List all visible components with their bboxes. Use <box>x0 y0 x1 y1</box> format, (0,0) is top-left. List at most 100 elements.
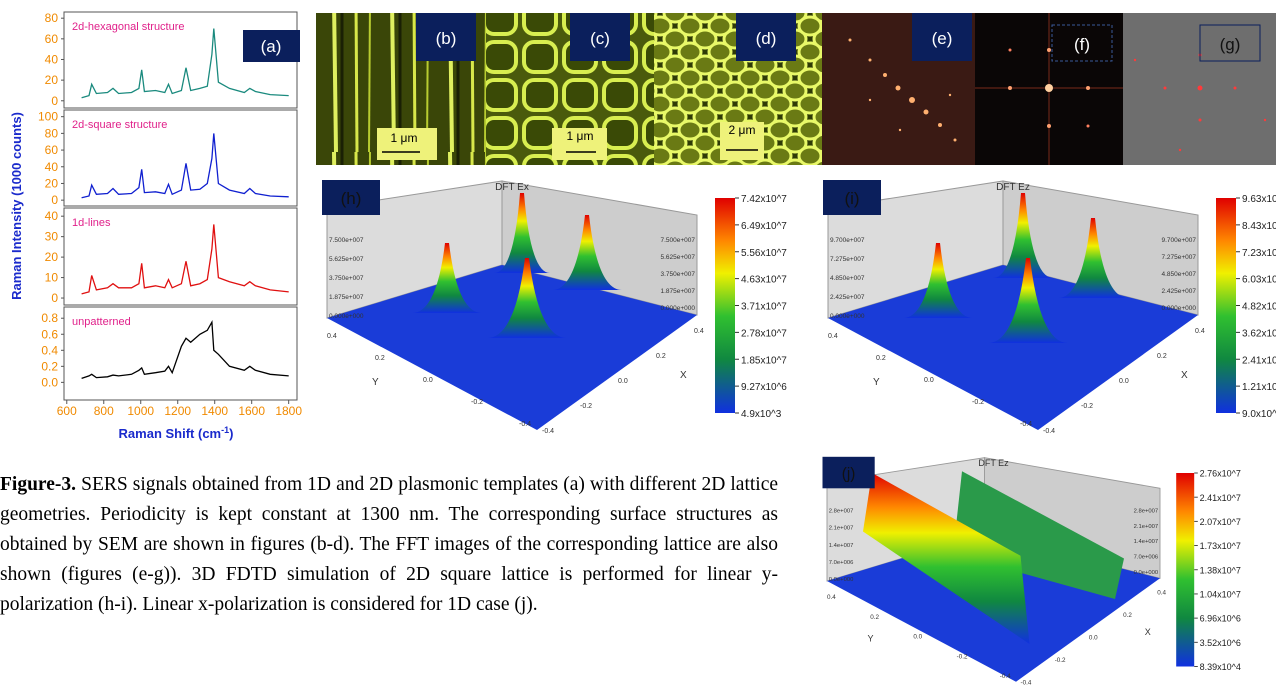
y-tick-label: -0.2 <box>957 653 968 660</box>
colorbar-label: 7.42x10^7 <box>741 194 787 205</box>
caption: Figure-3. SERS signals obtained from 1D … <box>0 470 778 620</box>
z-tick-label: 1.875e+007 <box>660 288 695 295</box>
dft-panel: DFT Ez (j) 2.8e+007 2.1e+007 1.4e+007 7.0e+00… <box>822 456 1241 687</box>
y-tick-label: -0.4 <box>1000 673 1011 680</box>
x-tick-label: -0.4 <box>1043 428 1055 435</box>
colorbar-label: 2.76x10^7 <box>1200 469 1241 479</box>
colorbar <box>715 198 735 413</box>
colorbar-label: 6.03x10^7 <box>1242 275 1276 286</box>
label-box <box>416 13 476 61</box>
y-tick-label: -0.4 <box>519 421 531 428</box>
field-peak <box>494 193 550 273</box>
y-tick-label: 0.0 <box>423 377 433 384</box>
plot-frame <box>63 306 298 401</box>
z-tick-label: 7.275e+007 <box>830 256 865 263</box>
z-tick-label: 5.625e+007 <box>329 256 364 263</box>
plot-title: DFT Ez <box>996 182 1030 193</box>
label-box <box>822 456 875 489</box>
z-tick-label: 1.875e+007 <box>329 294 364 301</box>
label-box <box>736 13 796 61</box>
y-tick-label: 0.0 <box>924 377 934 384</box>
y-tick-label: 0.6 <box>41 327 58 341</box>
field-ridge <box>953 471 1124 599</box>
y-tick-label: 30 <box>45 230 59 244</box>
colorbar-label: 8.43x10^7 <box>1242 221 1276 232</box>
colorbar-label: 7.23x10^7 <box>1242 248 1276 259</box>
panel-label: (i) <box>844 189 859 208</box>
colorbar <box>1176 473 1195 667</box>
x-tick-label: -0.4 <box>1021 680 1032 687</box>
z-tick-label: 4.850e+007 <box>1161 271 1196 278</box>
x-tick-label: 800 <box>94 404 114 418</box>
field-peak <box>412 243 482 313</box>
colorbar-label: 4.9x10^3 <box>741 409 782 420</box>
z-tick-label: 2.425e+007 <box>1161 288 1196 295</box>
colorbar-label: 1.38x10^7 <box>1200 565 1241 575</box>
z-tick-label: 0.000e+000 <box>660 305 695 312</box>
y-tick-label: 100 <box>38 110 58 124</box>
field-peak <box>903 243 973 318</box>
z-tick-label: 0.0e+000 <box>829 577 854 583</box>
x-tick-label: 0.2 <box>1123 612 1132 619</box>
y-tick-label: 40 <box>45 209 59 223</box>
y-axis-title: Y <box>372 377 379 388</box>
y-tick-label: 20 <box>45 250 59 264</box>
label-box <box>912 13 972 61</box>
colorbar-label: 1.73x10^7 <box>1200 541 1241 551</box>
y-tick-label: 80 <box>45 11 59 25</box>
colorbar-label: 4.82x10^7 <box>1242 302 1276 313</box>
y-tick-label: 10 <box>45 271 59 285</box>
panel-label: (j) <box>842 465 856 482</box>
colorbar-label: 1.04x10^7 <box>1200 590 1241 600</box>
label-box <box>243 30 300 62</box>
field-peak <box>552 215 622 290</box>
colorbar-label: 9.0x10^4 <box>1242 409 1276 420</box>
floor <box>327 265 697 430</box>
z-tick-label: 7.500e+007 <box>660 237 695 244</box>
z-tick-label: 4.850e+007 <box>830 275 865 282</box>
label-box <box>322 180 380 215</box>
dft-plots: DFT Ex (h) 7.500e+007 5.625e+007 3.750e+007 1… <box>322 180 1276 687</box>
colorbar-label: 1.85x10^7 <box>741 355 787 366</box>
z-tick-label: 3.750e+007 <box>329 275 364 282</box>
panel-label: (b) <box>436 29 457 48</box>
field-peak <box>993 193 1053 278</box>
x-tick-label: -0.2 <box>1081 403 1093 410</box>
dft-panel: DFT Ez (i) 9.700e+007 7.275e+007 4.850e+007 2… <box>823 180 1276 435</box>
colorbar-label: 9.63x10^7 <box>1242 194 1276 205</box>
y-tick-label: -0.4 <box>1020 421 1032 428</box>
z-tick-label: 7.500e+007 <box>329 237 364 244</box>
scale-box <box>552 128 607 160</box>
z-tick-label: 0.000e+000 <box>1161 305 1196 312</box>
z-tick-label: 1.4e+007 <box>1134 539 1159 545</box>
panel-label: (g) <box>1220 35 1241 54</box>
z-tick-label: 2.8e+007 <box>1134 509 1159 515</box>
y-tick-label: 0 <box>51 193 58 207</box>
x-tick-label: -0.4 <box>542 428 554 435</box>
dft-panel: DFT Ex (h) 7.500e+007 5.625e+007 3.750e+007 1… <box>322 180 787 435</box>
spectrum-label: 2d-hexagonal structure <box>72 21 185 33</box>
scale-box <box>377 128 437 160</box>
x-tick-label: 1800 <box>275 404 302 418</box>
y-tick-label: 0.4 <box>327 333 337 340</box>
x-tick-label: 0.4 <box>1157 590 1166 597</box>
z-tick-label: 2.8e+007 <box>829 509 854 515</box>
z-tick-label: 7.0e+006 <box>829 560 854 566</box>
field-peak <box>988 258 1068 343</box>
scale-label: 2 μm <box>729 123 756 137</box>
x-tick-label: 0.0 <box>1089 635 1098 642</box>
y-tick-label: 60 <box>45 143 59 157</box>
colorbar-label: 4.63x10^7 <box>741 275 787 286</box>
scale-box <box>720 122 764 160</box>
y-tick-label: 0.2 <box>870 614 879 621</box>
x-tick-label: 600 <box>57 404 77 418</box>
y-tick-label: 0 <box>51 291 58 305</box>
y-axis-title: Y <box>868 633 874 643</box>
x-axis-label: Raman Shift (cm-1) <box>119 425 234 441</box>
fft-spots <box>848 38 957 142</box>
panel-label: (a) <box>261 37 282 56</box>
colorbar-label: 3.62x10^7 <box>1242 328 1276 339</box>
label-box <box>1051 24 1113 62</box>
x-tick-label: 1600 <box>238 404 265 418</box>
y-tick-label: 0.2 <box>41 359 58 373</box>
